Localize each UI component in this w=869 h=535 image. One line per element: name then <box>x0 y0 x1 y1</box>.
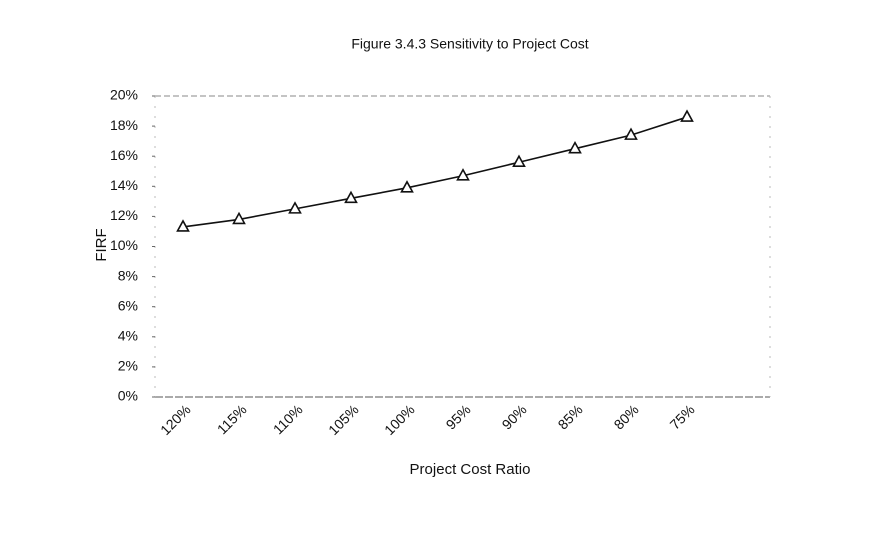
x-axis-title: Project Cost Ratio <box>410 461 531 478</box>
marker <box>456 168 470 181</box>
x-tick-label: 90% <box>499 401 530 432</box>
marker <box>232 211 246 225</box>
x-tick-label: 100% <box>381 401 418 438</box>
y-tick-label: 18% <box>110 117 138 133</box>
y-tick-label: 20% <box>110 87 138 103</box>
marker <box>176 219 190 232</box>
marker <box>288 201 302 214</box>
chart-title: Figure 3.4.3 Sensitivity to Project Cost <box>351 36 588 52</box>
y-tick-label: 14% <box>110 177 138 193</box>
x-tick-label: 95% <box>443 401 474 432</box>
y-axis-title: FIRF <box>93 228 110 261</box>
marker <box>344 190 358 204</box>
y-tick-label: 2% <box>118 358 138 374</box>
line <box>182 116 688 228</box>
y-tick-label: 10% <box>110 237 138 253</box>
y-tick-label: 12% <box>110 207 138 223</box>
y-tick-label: 6% <box>118 297 138 313</box>
y-tick-label: 4% <box>118 328 138 344</box>
y-tick-label: 16% <box>110 147 138 163</box>
marker <box>624 127 638 140</box>
x-tick-label: 105% <box>325 401 362 438</box>
marker <box>400 180 414 193</box>
x-tick-label: 120% <box>157 401 194 438</box>
marker <box>680 109 694 122</box>
x-tick-label: 85% <box>555 401 586 432</box>
y-tick-label: 8% <box>118 267 138 283</box>
y-tick-label: 0% <box>118 388 138 404</box>
marker <box>512 154 526 168</box>
x-tick-label: 75% <box>667 401 698 432</box>
x-tick-label: 115% <box>214 401 250 437</box>
marker <box>568 141 582 154</box>
x-tick-label: 110% <box>270 401 306 437</box>
x-tick-label: 80% <box>611 401 642 432</box>
